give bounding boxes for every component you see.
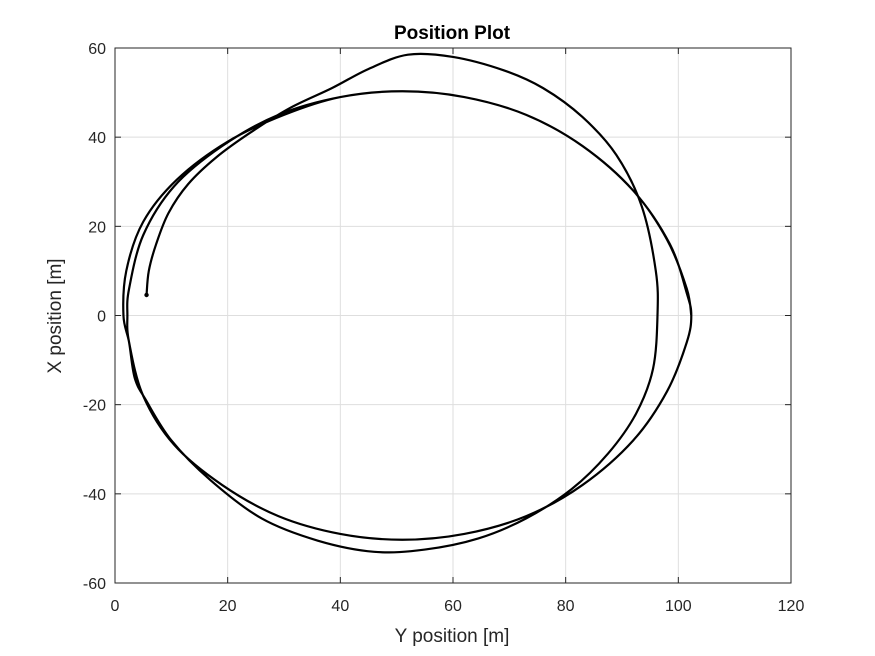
y-tick-label: -40 (83, 487, 106, 504)
x-ticks: 0 20 40 60 80 100 120 (111, 48, 805, 615)
y-tick-label: 0 (97, 309, 106, 326)
y-tick-label: 40 (88, 130, 106, 147)
x-tick-label: 40 (331, 598, 349, 615)
y-ticks: -60 -40 -20 0 20 40 60 (83, 41, 791, 593)
y-tick-label: 20 (88, 219, 106, 236)
y-axis-label: X position [m] (45, 258, 66, 373)
x-tick-label: 100 (665, 598, 692, 615)
series-layer (122, 52, 693, 554)
x-tick-label: 120 (778, 598, 805, 615)
x-tick-label: 20 (219, 598, 237, 615)
y-tick-label: 60 (88, 41, 106, 58)
x-tick-label: 80 (557, 598, 575, 615)
x-tick-label: 60 (444, 598, 462, 615)
trajectory-line (122, 52, 693, 554)
trajectory-start-point (144, 292, 149, 298)
x-tick-label: 0 (111, 598, 120, 615)
x-axis-label: Y position [m] (395, 626, 510, 647)
y-tick-label: -20 (83, 398, 106, 415)
chart-title: Position Plot (394, 23, 511, 44)
y-tick-label: -60 (83, 576, 106, 593)
